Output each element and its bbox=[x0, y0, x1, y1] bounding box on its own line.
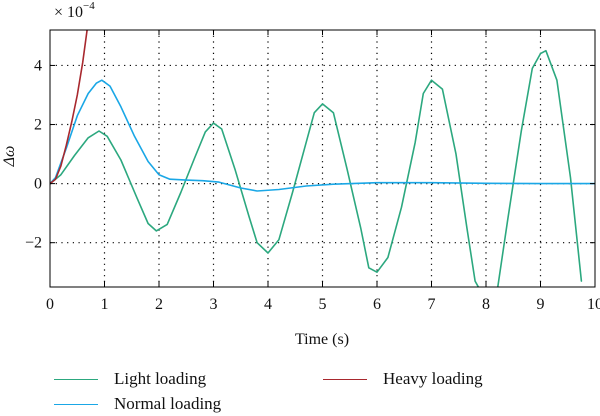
x-tick-label: 0 bbox=[46, 296, 54, 313]
x-tick-label: 9 bbox=[537, 296, 545, 313]
y-axis-label: Δω bbox=[1, 146, 18, 168]
series-group bbox=[50, 30, 595, 287]
x-tick-label: 2 bbox=[155, 296, 163, 313]
x-tick-label: 4 bbox=[264, 296, 272, 313]
y-tick-label: 0 bbox=[34, 176, 42, 193]
x-tick-label: 7 bbox=[428, 296, 436, 313]
y-multiplier-label: × 10−4 bbox=[54, 0, 95, 21]
y-tick-label: −2 bbox=[25, 235, 42, 252]
series-line-normal-loading bbox=[50, 79, 595, 192]
series-line-light-loading bbox=[50, 49, 583, 287]
x-tick-label: 8 bbox=[482, 296, 490, 313]
grid bbox=[50, 30, 595, 287]
x-tick-label: 1 bbox=[101, 296, 109, 313]
y-multiplier-base: × 10 bbox=[54, 4, 83, 21]
x-tick-label: 3 bbox=[210, 296, 218, 313]
series-line-heavy-loading bbox=[50, 30, 88, 185]
y-multiplier-exponent: −4 bbox=[83, 0, 95, 12]
x-tick-label: 6 bbox=[373, 296, 381, 313]
x-axis-label: Time (s) bbox=[295, 331, 349, 348]
ticks: 0 1 2 3 4 5 6 7 8 9 10 −2 0 2 4 bbox=[25, 30, 600, 313]
plot-frame bbox=[49, 29, 596, 288]
y-tick-label: 4 bbox=[34, 57, 42, 74]
y-tick-label: 2 bbox=[34, 117, 42, 134]
x-tick-label: 5 bbox=[319, 296, 327, 313]
x-tick-label: 10 bbox=[587, 296, 600, 313]
